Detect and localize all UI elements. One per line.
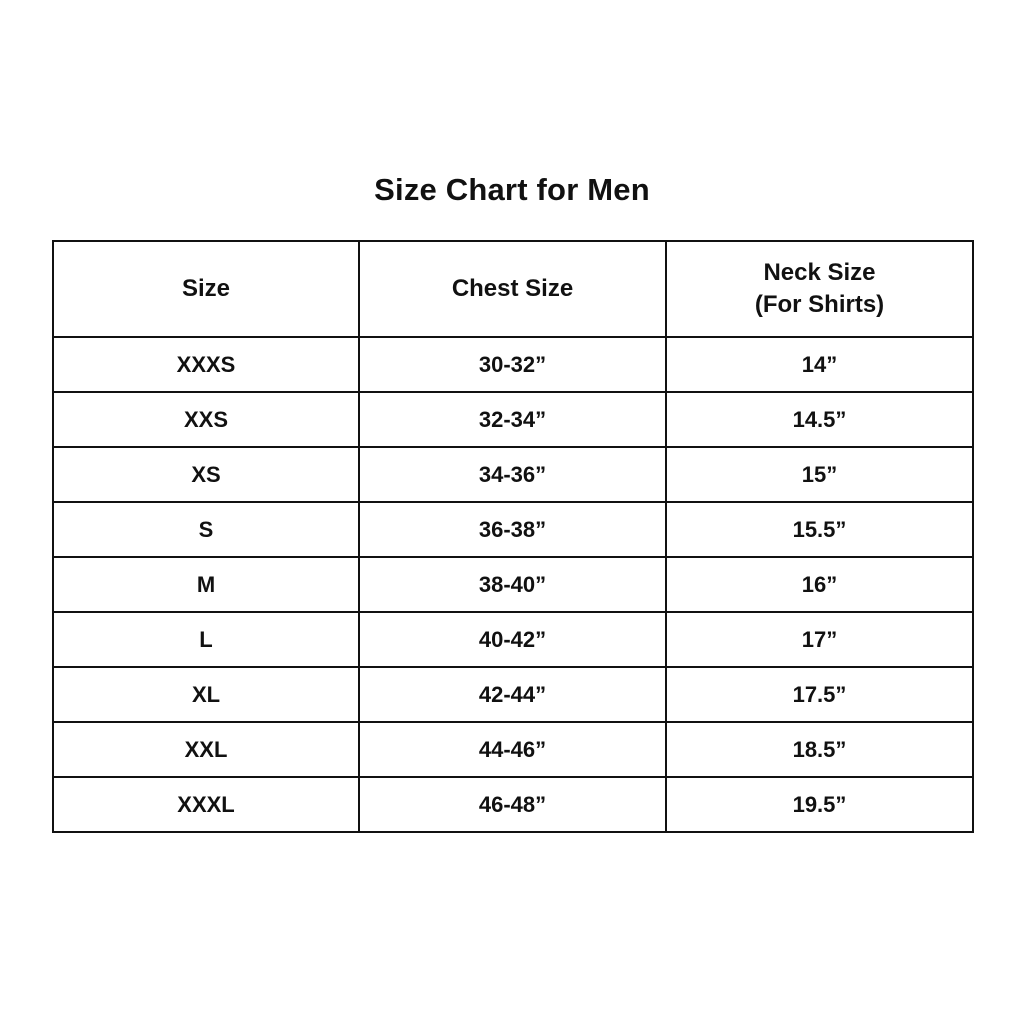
cell-neck: 17”: [665, 611, 974, 668]
cell-neck: 14”: [665, 336, 974, 393]
cell-chest: 34-36”: [358, 446, 667, 503]
table-header: Size Chest Size Neck Size (For Shirts): [52, 240, 974, 338]
cell-neck: 19.5”: [665, 776, 974, 833]
column-header-size-label: Size: [181, 275, 231, 302]
cell-chest: 40-42”: [358, 611, 667, 668]
cell-chest: 32-34”: [358, 391, 667, 448]
table-row: XS 34-36” 15”: [52, 446, 974, 503]
table-row: M 38-40” 16”: [52, 556, 974, 613]
column-header-neck-size-sublabel: (For Shirts): [754, 291, 885, 318]
column-header-neck-size: Neck Size (For Shirts): [665, 240, 974, 338]
cell-neck: 16”: [665, 556, 974, 613]
size-chart-table: Size Chest Size Neck Size (For Shirts) X…: [52, 240, 974, 833]
cell-chest: 38-40”: [358, 556, 667, 613]
table-header-row: Size Chest Size Neck Size (For Shirts): [52, 240, 974, 338]
cell-chest: 42-44”: [358, 666, 667, 723]
page-title: Size Chart for Men: [374, 172, 650, 207]
cell-size: XXXL: [52, 776, 360, 833]
table-row: XXL 44-46” 18.5”: [52, 721, 974, 778]
cell-neck: 14.5”: [665, 391, 974, 448]
cell-size: XL: [52, 666, 360, 723]
table-row: L 40-42” 17”: [52, 611, 974, 668]
column-header-size: Size: [52, 240, 360, 338]
cell-chest: 46-48”: [358, 776, 667, 833]
column-header-chest-size: Chest Size: [358, 240, 667, 338]
table-row: XXXS 30-32” 14”: [52, 336, 974, 393]
size-table-container: Size Chest Size Neck Size (For Shirts) X…: [52, 240, 974, 833]
cell-size: M: [52, 556, 360, 613]
table-row: XXS 32-34” 14.5”: [52, 391, 974, 448]
cell-neck: 18.5”: [665, 721, 974, 778]
table-row: XXXL 46-48” 19.5”: [52, 776, 974, 833]
cell-chest: 44-46”: [358, 721, 667, 778]
cell-size: XXXS: [52, 336, 360, 393]
table-body: XXXS 30-32” 14” XXS 32-34” 14.5” XS 34-3…: [52, 336, 974, 833]
table-row: S 36-38” 15.5”: [52, 501, 974, 558]
cell-size: XS: [52, 446, 360, 503]
column-header-chest-size-label: Chest Size: [451, 275, 574, 302]
column-header-neck-size-label: Neck Size: [763, 259, 876, 286]
table-row: XL 42-44” 17.5”: [52, 666, 974, 723]
cell-neck: 15”: [665, 446, 974, 503]
cell-size: XXL: [52, 721, 360, 778]
cell-neck: 17.5”: [665, 666, 974, 723]
cell-size: L: [52, 611, 360, 668]
cell-chest: 30-32”: [358, 336, 667, 393]
cell-chest: 36-38”: [358, 501, 667, 558]
cell-size: S: [52, 501, 360, 558]
cell-neck: 15.5”: [665, 501, 974, 558]
cell-size: XXS: [52, 391, 360, 448]
